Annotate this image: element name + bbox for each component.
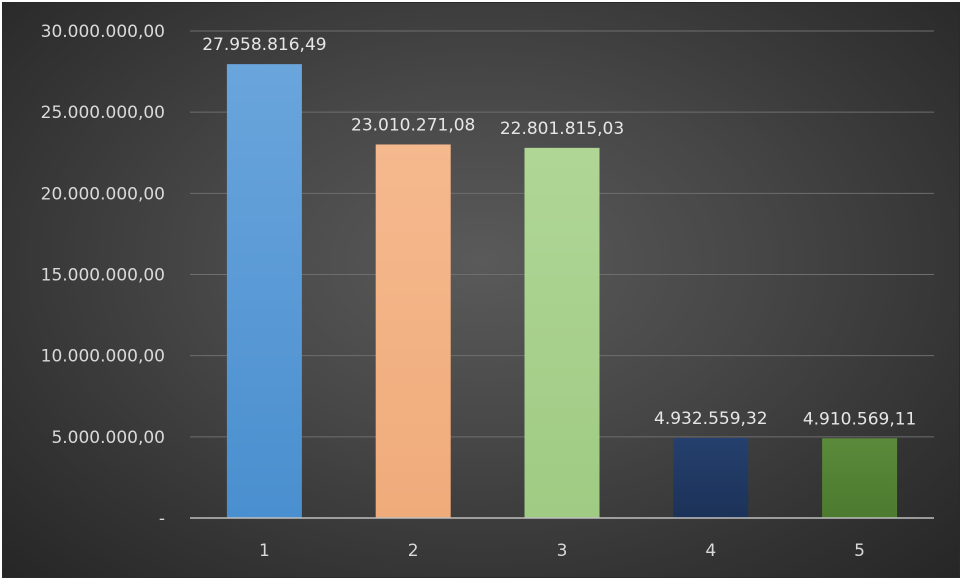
bar-1 xyxy=(226,64,302,518)
data-label: 22.801.815,03 xyxy=(500,119,624,139)
data-label: 4.910.569,11 xyxy=(803,409,917,429)
y-tick-label: 30.000.000,00 xyxy=(41,22,165,42)
y-tick-label: 10.000.000,00 xyxy=(41,347,165,367)
data-label: 4.932.559,32 xyxy=(654,409,768,429)
x-tick-label: 4 xyxy=(705,541,716,561)
bars xyxy=(226,64,898,519)
y-tick-label: 15.000.000,00 xyxy=(41,266,165,286)
gridlines xyxy=(190,30,934,438)
data-labels: 27.958.816,49 23.010.271,08 22.801.815,03 4… xyxy=(202,35,916,429)
bar-5 xyxy=(822,438,898,518)
y-tick-label: 25.000.000,00 xyxy=(41,103,165,123)
y-tick-label: - xyxy=(159,509,165,529)
bar-4 xyxy=(673,437,749,518)
bar-2 xyxy=(375,144,451,518)
y-tick-label: 5.000.000,00 xyxy=(51,428,165,448)
x-tick-label: 2 xyxy=(408,541,419,561)
y-tick-label: 20.000.000,00 xyxy=(41,184,165,204)
y-axis-tick-labels: - 5.000.000,00 10.000.000,00 15.000.000,00 2… xyxy=(41,22,165,529)
bar-3 xyxy=(524,147,600,519)
data-label: 23.010.271,08 xyxy=(351,115,475,135)
x-tick-label: 5 xyxy=(854,541,865,561)
x-axis-tick-labels: 1 2 3 4 5 xyxy=(259,541,865,561)
x-tick-label: 3 xyxy=(557,541,568,561)
x-tick-label: 1 xyxy=(259,541,270,561)
data-label: 27.958.816,49 xyxy=(202,35,326,55)
